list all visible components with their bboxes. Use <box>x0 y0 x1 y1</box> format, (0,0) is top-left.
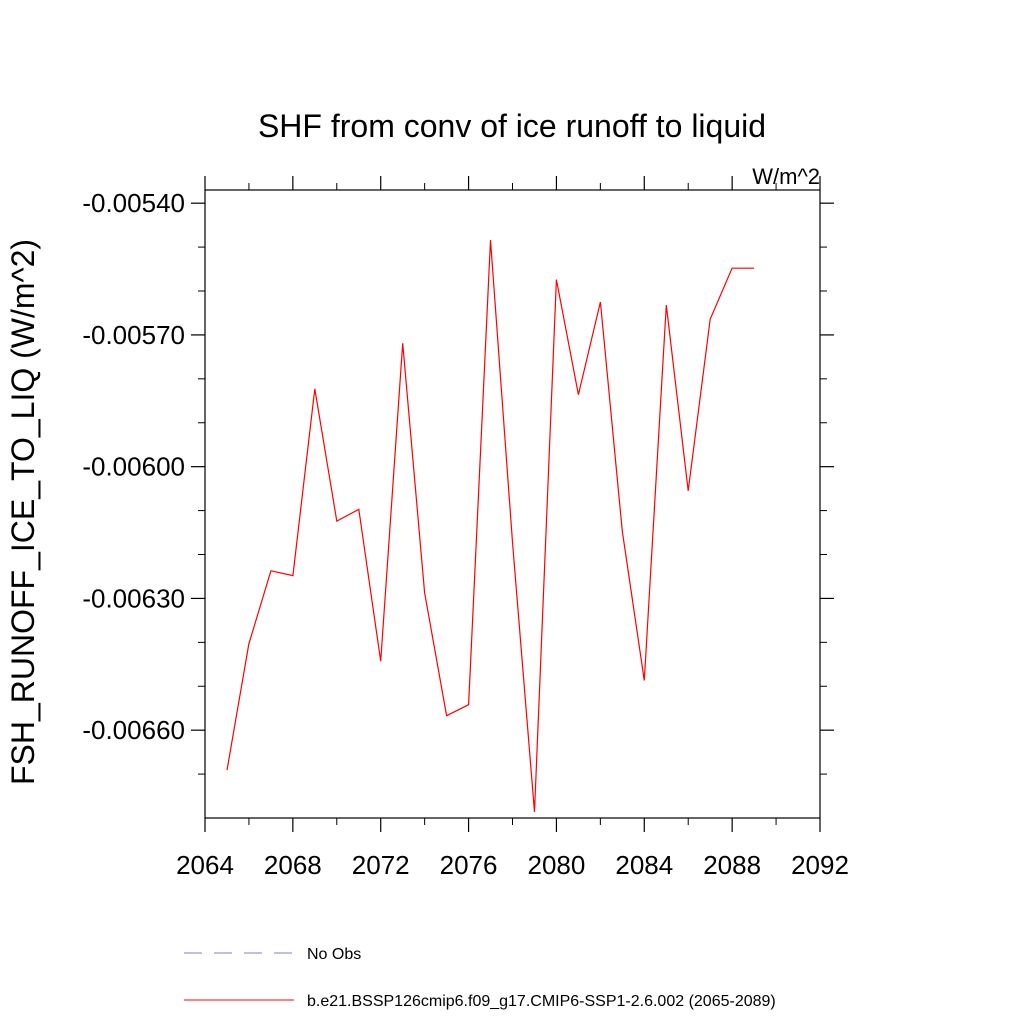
x-tick-label: 2092 <box>791 850 849 880</box>
x-tick-label: 2088 <box>703 850 761 880</box>
series-layer <box>226 240 755 812</box>
x-tick-label: 2076 <box>440 850 498 880</box>
x-tick-label: 2068 <box>264 850 322 880</box>
x-tick-label: 2072 <box>352 850 410 880</box>
legend-label: No Obs <box>307 946 361 963</box>
y-tick-label: -0.00600 <box>82 452 185 482</box>
plot-frame <box>204 189 821 819</box>
axes: 2064 2068 2072 2076 2080 2084 2088 2092 -0.00540… <box>82 176 849 880</box>
series-line <box>226 240 755 812</box>
y-tick-label: -0.00660 <box>82 715 185 745</box>
y-tick-label: -0.00570 <box>82 320 185 350</box>
chart-title: SHF from conv of ice runoff to liquid <box>258 108 766 144</box>
x-tick-label: 2080 <box>528 850 586 880</box>
y-tick-label: -0.00540 <box>82 188 185 218</box>
x-tick-label: 2084 <box>615 850 673 880</box>
units-label: W/m^2 <box>752 164 820 189</box>
legend-label: b.e21.BSSP126cmip6.f09_g17.CMIP6-SSP1-2.… <box>307 993 776 1010</box>
legend: No Obs b.e21.BSSP126cmip6.f09_g17.CMIP6-S… <box>184 946 776 1010</box>
y-tick-label: -0.00630 <box>82 583 185 613</box>
y-axis-label: FSH_RUNOFF_ICE_TO_LIQ (W/m^2) <box>5 239 41 785</box>
x-tick-label: 2064 <box>176 850 234 880</box>
